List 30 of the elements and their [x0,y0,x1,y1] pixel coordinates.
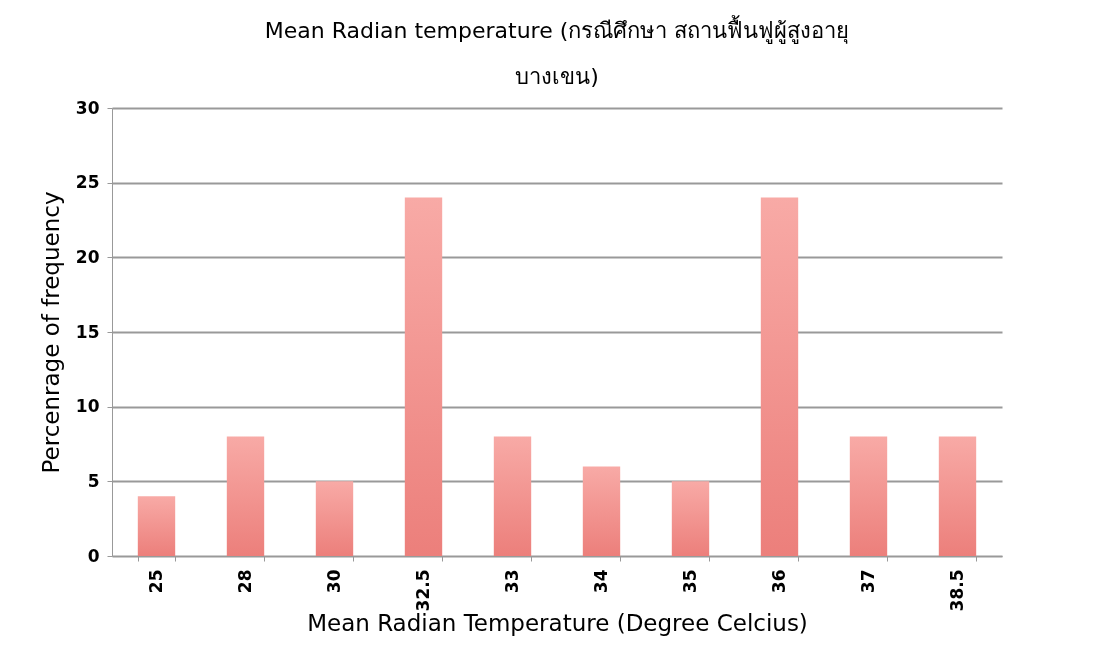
bar [137,496,176,556]
bar [582,466,621,556]
bar [315,481,354,556]
x-tick-label: 38.5 [947,569,967,612]
y-tick-label: 10 [75,396,100,417]
y-tick-label: 25 [75,172,100,193]
y-tick-label: 15 [75,321,100,342]
x-tick-label: 28 [235,569,255,594]
x-axis-title: Mean Radian Temperature (Degree Celcius) [307,610,808,637]
x-tick-label: 25 [146,569,166,594]
x-tick-label: 33 [502,569,522,594]
x-tick-label: 30 [324,569,344,594]
y-tick-label: 5 [87,470,100,491]
x-tick-label: 34 [591,569,611,594]
x-tick-label: 35 [680,569,700,594]
bar [938,436,977,556]
bar [760,197,799,556]
y-axis-title: Percenrage of frequency [37,191,64,474]
y-tick-label: 0 [87,545,100,566]
y-tick-label: 30 [75,97,100,118]
chart-title: Mean Radian temperature (กรณีศึกษา สถานฟื้นฟูผู้สูงอายุ บางเขน) [264,15,850,89]
y-tick-label: 20 [75,246,100,267]
x-tick-label: 36 [769,569,789,594]
x-tick-label: 32.5 [413,569,433,612]
x-tick-label: 37 [858,569,878,594]
bar [671,481,710,556]
bar [493,436,532,556]
bar [404,197,443,556]
bar [849,436,888,556]
bar [226,436,265,556]
